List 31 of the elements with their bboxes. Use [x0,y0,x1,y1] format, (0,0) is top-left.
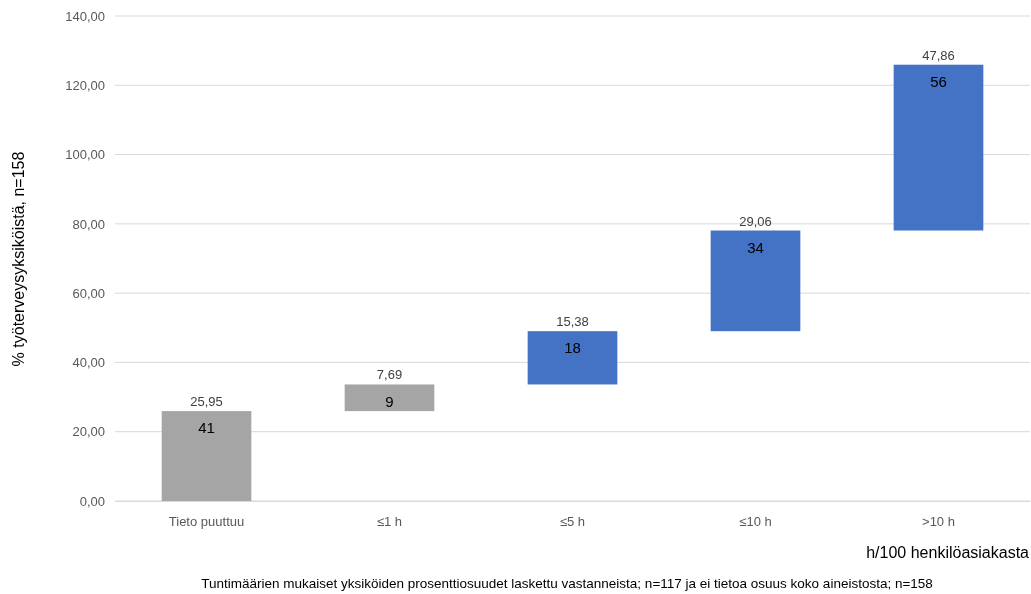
bar [527,331,618,385]
annotation: 41 [198,419,215,437]
x-axis-title: h/100 henkilöasiakasta [866,544,1030,561]
y-tick-label: 140,00 [65,8,105,24]
data-label: 25,95 [190,394,223,410]
y-tick-label: 60,00 [72,285,105,301]
bar [344,384,435,412]
x-tick-label: ≤5 h [559,514,586,530]
data-label: 29,06 [739,213,772,229]
bar [161,411,252,501]
y-tick-label: 80,00 [72,216,105,232]
annotation: 9 [385,392,394,410]
y-tick-label: 120,00 [65,77,105,93]
data-label: 7,69 [376,367,403,383]
y-tick-label: 100,00 [65,147,105,163]
y-tick-label: 0,00 [79,493,105,509]
text: Tuntimäärien mukaiset yksiköiden prosenttiosuudet laskettu vastanneista; n=117 ja ei tietoa osuus koko aineistosta; n=158 [201,576,933,591]
x-tick-label: ≤1 h [376,514,403,530]
y-tick-label: 40,00 [72,355,105,371]
annotation: 18 [564,339,581,357]
y-tick-label: 20,00 [72,424,105,440]
data-label: 15,38 [556,314,589,330]
bar [893,64,984,231]
y-axis-title: % työterveysyksiköistä, n=158 [10,151,27,367]
x-tick-label: >10 h [922,514,955,530]
x-tick-label: Tieto puuttuu [168,514,245,530]
bar [710,230,801,332]
annotation: 56 [930,72,947,90]
annotation: 34 [747,238,764,256]
data-label: 47,86 [922,47,955,63]
x-tick-label: ≤10 h [739,514,772,530]
